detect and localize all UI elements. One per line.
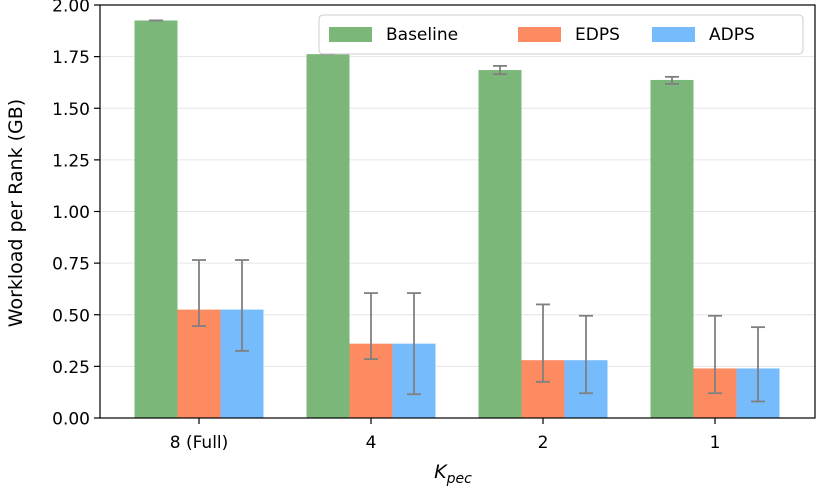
legend: Baseline EDPS ADPS	[318, 14, 804, 55]
legend-swatch-adps	[652, 27, 695, 42]
y-tick-label: 2.00	[52, 0, 90, 17]
error-bar-edps-0	[192, 259, 206, 328]
x-axis-label-main: K	[434, 461, 448, 483]
x-tick-label: 2	[538, 433, 549, 453]
x-axis: 8 (Full) 4 2 1	[170, 418, 721, 453]
y-tick-label: 1.25	[52, 151, 90, 171]
legend-label-edps: EDPS	[575, 25, 620, 45]
x-axis-label-subscript: pec	[446, 471, 473, 487]
error-bar-adps-2	[579, 314, 593, 395]
y-axis: 0.00 0.25 0.50 0.75 1.00 1.25 1.50 1.75 2.00	[52, 0, 100, 430]
legend-label-adps: ADPS	[709, 25, 755, 45]
bar-baseline-1	[306, 54, 350, 418]
y-tick-label: 0.75	[52, 255, 90, 275]
bars	[134, 20, 780, 419]
error-bar-adps-1	[407, 292, 421, 396]
legend-swatch-edps	[518, 27, 561, 42]
y-tick-label: 1.75	[52, 48, 90, 68]
x-tick-label: 1	[710, 433, 721, 453]
y-tick-label: 1.00	[52, 203, 90, 223]
y-axis-label: Workload per Rank (GB)	[5, 99, 27, 327]
y-tick-label: 1.50	[52, 100, 90, 120]
bar-edps-0	[177, 309, 221, 418]
x-axis-label: Kpec	[434, 461, 472, 487]
y-tick-label: 0.25	[52, 358, 90, 378]
error-bars	[149, 19, 765, 403]
legend-label-baseline: Baseline	[386, 25, 458, 45]
bar-baseline-2	[478, 70, 522, 419]
error-bar-edps-2	[536, 303, 550, 383]
error-bar-baseline-3	[665, 75, 679, 85]
bar-baseline-0	[134, 20, 178, 419]
x-tick-label: 8 (Full)	[170, 433, 229, 453]
error-bar-edps-1	[364, 292, 378, 361]
y-tick-label: 0.50	[52, 306, 90, 326]
x-tick-label: 4	[366, 433, 377, 453]
error-bar-baseline-2	[493, 65, 507, 76]
error-bar-adps-0	[235, 259, 249, 352]
error-bar-edps-3	[708, 314, 722, 395]
legend-swatch-baseline	[329, 27, 372, 42]
error-bar-adps-3	[751, 326, 765, 403]
bar-baseline-3	[650, 79, 694, 418]
y-tick-label: 0.00	[52, 410, 90, 430]
